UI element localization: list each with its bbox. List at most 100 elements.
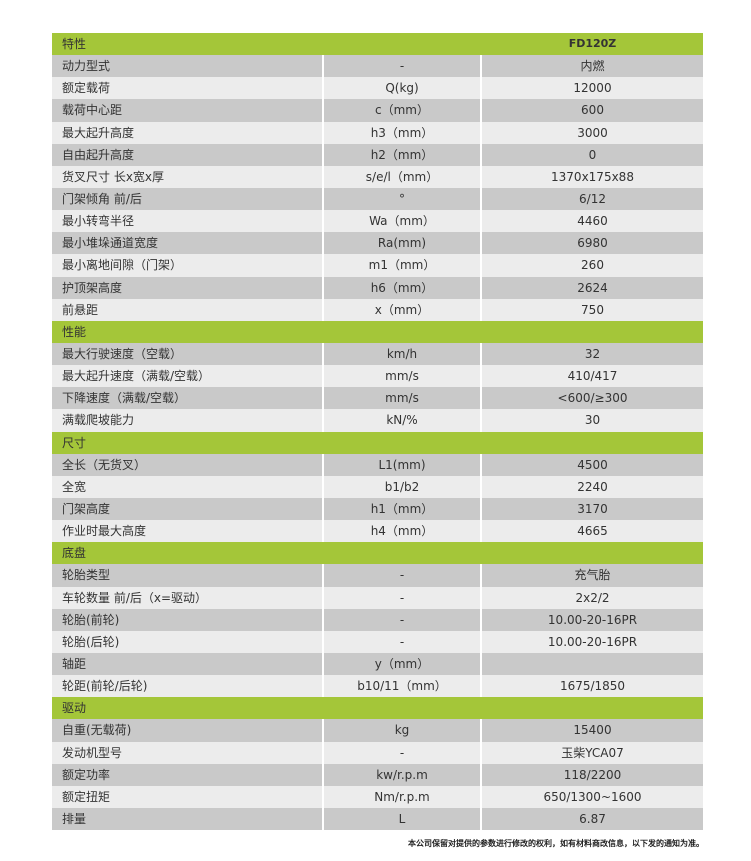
spec-value: <600/≥300 (557, 391, 628, 406)
spec-unit: - (322, 55, 482, 78)
table-row: 轮胎类型 - 充气胎 (52, 564, 703, 587)
spec-value: 650/1300~1600 (543, 789, 642, 804)
spec-unit: h4（mm） (322, 520, 482, 543)
spec-name: 最小离地间隙（门架） (62, 258, 183, 273)
spec-name: 车轮数量 前/后（x=驱动） (62, 590, 208, 605)
spec-unit: x（mm） (322, 298, 482, 321)
spec-unit: - (322, 630, 482, 653)
section-title: 驱动 (62, 701, 87, 716)
spec-name: 满载爬坡能力 (62, 413, 135, 428)
spec-name: 全长（无货叉） (62, 457, 147, 472)
spec-value: 2x2/2 (575, 590, 610, 605)
spec-name: 额定功率 (62, 767, 111, 782)
spec-name: 最小堆垛通道宽度 (62, 236, 159, 251)
spec-unit: L (322, 807, 482, 831)
spec-name: 自重(无载荷) (62, 723, 132, 738)
spec-value: 2624 (577, 280, 608, 295)
spec-unit: ° (322, 187, 482, 211)
table-row: 自由起升高度 h2（mm） 0 (52, 143, 703, 166)
spec-unit: L1(mm) (322, 453, 482, 476)
spec-name: 护顶架高度 (62, 280, 123, 295)
spec-value: 30 (584, 413, 601, 428)
table-row: 最大起升速度（满载/空载） mm/s 410/417 (52, 365, 703, 388)
spec-value: 1675/1850 (559, 679, 626, 694)
spec-unit: c（mm） (322, 99, 482, 122)
spec-value: 12000 (573, 81, 612, 96)
table-row: 货叉尺寸 长x宽x厚 s/e/l（mm） 1370x175x88 (52, 165, 703, 188)
spec-unit: mm/s (322, 365, 482, 388)
spec-unit: m1（mm） (322, 254, 482, 277)
table-row: 前悬距 x（mm） 750 (52, 298, 703, 321)
spec-name: 额定扭矩 (62, 789, 111, 804)
spec-name: 门架高度 (62, 501, 111, 516)
table-row: 护顶架高度 h6（mm） 2624 (52, 276, 703, 299)
table-row: 排量 L 6.87 (52, 807, 703, 831)
spec-value: 260 (581, 258, 604, 273)
spec-unit: Ra(mm) (322, 232, 482, 255)
spec-name: 最大起升速度（满载/空载） (62, 369, 211, 384)
spec-unit: - (322, 741, 482, 764)
spec-name: 轮距(前轮/后轮) (62, 679, 148, 694)
spec-name: 轮胎(后轮) (62, 634, 120, 649)
spec-unit: - (322, 608, 482, 631)
spec-value: 10.00-20-16PR (547, 612, 638, 627)
spec-value: 6980 (577, 236, 608, 251)
spec-value (482, 653, 703, 675)
spec-value: 2240 (577, 479, 608, 494)
spec-value: 10.00-20-16PR (547, 634, 638, 649)
spec-unit: - (322, 564, 482, 587)
spec-value: 6.87 (579, 811, 606, 826)
spec-unit: Q(kg) (322, 77, 482, 100)
spec-name: 全宽 (62, 479, 87, 494)
table-row: 下降速度（满载/空载） mm/s <600/≥300 (52, 387, 703, 410)
spec-unit: h6（mm） (322, 276, 482, 299)
header-label: 特性 (62, 37, 87, 51)
spec-value: 750 (581, 302, 604, 317)
spec-name: 轮胎(前轮) (62, 612, 120, 627)
table-row: 发动机型号 - 玉柴YCA07 (52, 741, 703, 764)
spec-unit: y（mm） (322, 652, 482, 676)
table-row: 自重(无载荷) kg 15400 (52, 719, 703, 742)
spec-name: 货叉尺寸 长x宽x厚 (62, 169, 165, 184)
table-row: 额定扭矩 Nm/r.p.m 650/1300~1600 (52, 785, 703, 808)
table-row: 动力型式 - 内燃 (52, 55, 703, 78)
table-row: 最大行驶速度（空载） km/h 32 (52, 342, 703, 366)
spec-unit: h3（mm） (322, 121, 482, 144)
spec-name: 轴距 (62, 656, 87, 671)
spec-unit: b10/11（mm） (322, 675, 482, 698)
table-row: 轮胎(后轮) - 10.00-20-16PR (52, 630, 703, 653)
spec-value: 充气胎 (574, 568, 611, 583)
table-row: 作业时最大高度 h4（mm） 4665 (52, 520, 703, 543)
section-title: 性能 (62, 324, 87, 339)
table-row: 最大起升高度 h3（mm） 3000 (52, 121, 703, 144)
header-model: FD120Z (568, 37, 617, 50)
spec-value: 410/417 (567, 369, 618, 384)
section-title: 底盘 (62, 546, 87, 561)
spec-name: 门架倾角 前/后 (62, 191, 142, 206)
section-header: 底盘 (52, 542, 703, 565)
section-title: 尺寸 (62, 435, 87, 450)
table-row: 车轮数量 前/后（x=驱动） - 2x2/2 (52, 586, 703, 609)
spec-unit: h2（mm） (322, 143, 482, 166)
table-row: 全长（无货叉） L1(mm) 4500 (52, 453, 703, 476)
spec-name: 动力型式 (62, 59, 111, 74)
section-header: 驱动 (52, 697, 703, 720)
spec-value: 4460 (577, 214, 608, 229)
spec-name: 下降速度（满载/空载） (62, 391, 187, 406)
spec-value: 6/12 (579, 191, 606, 206)
spec-value: 0 (588, 147, 597, 162)
spec-name: 最大行驶速度（空载） (62, 346, 183, 361)
table-row: 最小堆垛通道宽度 Ra(mm) 6980 (52, 232, 703, 255)
spec-name: 作业时最大高度 (62, 524, 147, 539)
spec-unit: Wa（mm） (322, 210, 482, 233)
spec-value: 玉柴YCA07 (561, 745, 624, 760)
spec-unit: kg (322, 719, 482, 742)
spec-name: 排量 (62, 811, 87, 826)
spec-name: 最大起升高度 (62, 125, 135, 140)
spec-name: 自由起升高度 (62, 147, 135, 162)
spec-unit: s/e/l（mm） (322, 165, 482, 188)
disclaimer-note: 本公司保留对提供的参数进行修改的权利，如有材料商改信息，以下发的通知为准。 (408, 839, 704, 848)
spec-unit: Nm/r.p.m (322, 785, 482, 808)
table-row: 全宽 b1/b2 2240 (52, 475, 703, 498)
table-row: 载荷中心距 c（mm） 600 (52, 99, 703, 122)
